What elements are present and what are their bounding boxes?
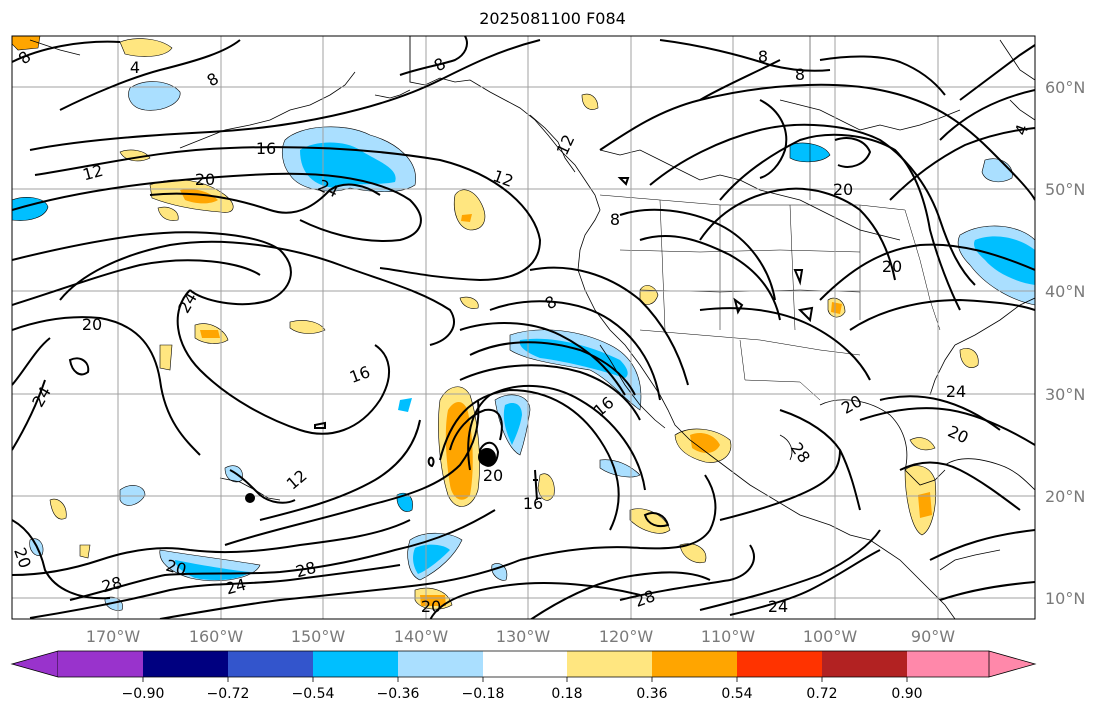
lat-label: 40°N — [1045, 282, 1085, 301]
plot-area: 8 4 8 8 8 12 16 24 20 12 12 8 8 8 20 20 … — [10, 36, 1035, 619]
contour-label: 20 — [82, 315, 102, 334]
contour-label: 16 — [256, 139, 276, 158]
plot-border — [11, 35, 1036, 620]
graticule — [12, 36, 1035, 619]
contour-label: 24 — [946, 382, 966, 401]
lat-label: 10°N — [1045, 589, 1085, 608]
colorbar-tick-label: 0.36 — [636, 686, 667, 702]
lon-label: 140°W — [394, 627, 449, 646]
lon-label: 170°W — [86, 627, 141, 646]
lon-label: 160°W — [189, 627, 244, 646]
longitude-labels: 170°W 160°W 150°W 140°W 130°W 120°W 110°… — [86, 627, 955, 646]
colorbar-tick-label: 0.90 — [891, 686, 922, 702]
contour-label: 8 — [610, 210, 620, 229]
lat-label: 20°N — [1045, 487, 1085, 506]
contour-label: 20 — [833, 180, 853, 199]
contour-label: 12 — [81, 161, 106, 185]
colorbar-swatch — [907, 651, 989, 677]
contour-label: 8 — [795, 65, 805, 84]
colorbar-tick-label: −0.18 — [462, 686, 505, 702]
colorbar-swatch — [58, 651, 143, 677]
contour-label: 24 — [224, 575, 249, 599]
small-marker — [245, 493, 255, 503]
colorbar-min-extend — [10, 650, 59, 678]
contour-label: 28 — [100, 573, 125, 597]
contour-label: 8 — [758, 47, 768, 66]
lat-label: 30°N — [1045, 385, 1085, 404]
coastlines — [29, 36, 1035, 619]
colorbar-tick-label: 0.18 — [551, 686, 582, 702]
lat-label: 50°N — [1045, 180, 1085, 199]
contour-label: 16 — [523, 494, 543, 513]
colorbar-swatch — [398, 651, 483, 677]
anomaly-shading — [12, 36, 1035, 611]
contour-label: 20 — [882, 257, 902, 276]
contour-label: 20 — [164, 556, 189, 580]
lon-label: 150°W — [291, 627, 346, 646]
contour-lines — [12, 36, 1035, 619]
map-title: 2025081100 F084 — [479, 9, 626, 28]
contour-label: 20 — [195, 170, 215, 189]
lat-label: 60°N — [1045, 78, 1085, 97]
colorbar-tick-label: −0.90 — [122, 686, 165, 702]
contour-label: 20 — [10, 545, 35, 571]
lon-label: 100°W — [803, 627, 858, 646]
colorbar-max-extend — [988, 650, 1037, 678]
lon-label: 110°W — [701, 627, 756, 646]
colorbar-tick-label: 0.72 — [806, 686, 837, 702]
colorbar-tick-label: 0.54 — [721, 686, 752, 702]
colorbar-tick-label: −0.54 — [292, 686, 335, 702]
colorbar-swatch — [228, 651, 313, 677]
colorbar-swatch — [143, 651, 228, 677]
colorbar: −0.90 −0.72 −0.54 −0.36 −0.18 0.18 0.36 … — [10, 650, 1037, 702]
contour-label: 20 — [421, 597, 441, 616]
colorbar-tick-label: −0.72 — [207, 686, 250, 702]
lon-label: 90°W — [911, 627, 955, 646]
lon-label: 120°W — [599, 627, 654, 646]
latitude-labels: 60°N 50°N 40°N 30°N 20°N 10°N — [1045, 78, 1085, 608]
contour-label: 4 — [130, 58, 140, 77]
contour-label: 20 — [483, 466, 503, 485]
colorbar-swatch — [652, 651, 737, 677]
colorbar-swatch — [822, 651, 907, 677]
colorbar-tick-label: −0.36 — [377, 686, 420, 702]
lon-label: 130°W — [496, 627, 551, 646]
colorbar-swatch — [483, 651, 567, 677]
storm-center-marker — [478, 448, 496, 466]
contour-label: 28 — [294, 558, 319, 582]
colorbar-swatch — [313, 651, 398, 677]
colorbar-swatch — [567, 651, 652, 677]
contour-label: 24 — [768, 597, 788, 616]
colorbar-swatch — [737, 651, 822, 677]
